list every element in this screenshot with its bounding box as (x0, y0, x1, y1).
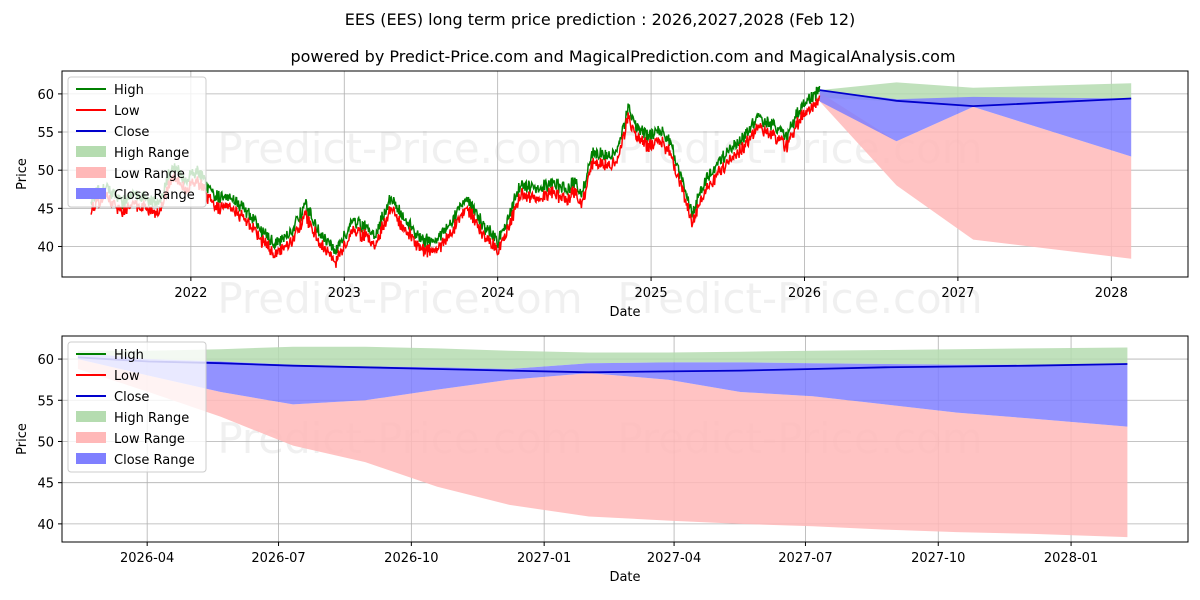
chart-subtitle: powered by Predict-Price.com and Magical… (290, 47, 955, 66)
x-axis-label: Date (609, 305, 640, 320)
y-tick-label: 50 (37, 164, 54, 179)
y-tick-label: 55 (37, 126, 54, 141)
close-range-band (77, 352, 1128, 427)
x-axis-label: Date (609, 570, 640, 585)
bottom-panel: Predict-Price.comPredict-Price.com2026-0… (15, 335, 1189, 585)
legend-label: Close (114, 125, 149, 140)
x-tick-label: 2028-01 (1044, 551, 1098, 566)
y-tick-label: 60 (37, 88, 54, 103)
legend-swatch (76, 432, 106, 443)
legend-swatch (76, 453, 106, 464)
x-tick-label: 2027-10 (911, 551, 965, 566)
watermark-text: Predict-Price.com (617, 274, 982, 323)
x-tick-label: 2024 (481, 286, 514, 301)
high-series-line (90, 85, 821, 255)
legend-swatch (76, 411, 106, 422)
x-tick-label: 2027 (941, 286, 974, 301)
top-panel: Predict-Price.com Predict-Price.com Predic… (15, 70, 1189, 323)
low-range-band (819, 92, 1132, 259)
close-range-band (819, 90, 1132, 157)
legend-label: Low (114, 104, 140, 119)
watermark-text: Predict-Price.com (217, 124, 582, 173)
legend-swatch (76, 146, 106, 157)
x-tick-label: 2027-01 (517, 551, 571, 566)
x-tick-label: 2026-07 (251, 551, 305, 566)
x-tick-label: 2026-10 (384, 551, 438, 566)
y-tick-label: 40 (37, 240, 54, 255)
y-tick-label: 60 (37, 353, 54, 368)
low-range-band (77, 359, 1128, 538)
x-tick-label: 2022 (174, 286, 207, 301)
y-tick-label: 45 (37, 202, 54, 217)
legend-label: High (114, 348, 144, 363)
x-tick-label: 2027-04 (647, 551, 701, 566)
legend-label: Close Range (114, 453, 195, 468)
x-tick-label: 2028 (1095, 286, 1128, 301)
legend-swatch (76, 188, 106, 199)
legend-label: High (114, 83, 144, 98)
x-tick-label: 2023 (328, 286, 361, 301)
legend-label: Close (114, 390, 149, 405)
y-axis-label: Price (15, 423, 30, 455)
close-forecast-line (819, 89, 1132, 108)
y-axis-label: Price (15, 158, 30, 190)
chart-title: EES (EES) long term price prediction : 2… (345, 10, 856, 29)
y-tick-label: 45 (37, 477, 54, 492)
y-tick-label: 50 (37, 435, 54, 450)
legend-label: Low Range (114, 167, 185, 182)
legend-swatch (76, 167, 106, 178)
legend-label: Close Range (114, 188, 195, 203)
legend-label: Low (114, 369, 140, 384)
top-plot-frame (61, 70, 1189, 278)
close-forecast-line (77, 356, 1128, 374)
low-series-line (90, 95, 821, 268)
x-tick-label: 2026 (788, 286, 821, 301)
x-tick-label: 2027-07 (778, 551, 832, 566)
x-tick-label: 2026-04 (120, 551, 174, 566)
legend-label: High Range (114, 146, 189, 161)
y-tick-label: 40 (37, 518, 54, 533)
watermark-text: Predict-Price.com (217, 274, 582, 323)
high-range-band (77, 346, 1128, 369)
bottom-plot-frame (61, 335, 1189, 543)
legend-label: Low Range (114, 432, 185, 447)
y-tick-label: 55 (37, 394, 54, 409)
legend-label: High Range (114, 411, 189, 426)
x-tick-label: 2025 (635, 286, 668, 301)
